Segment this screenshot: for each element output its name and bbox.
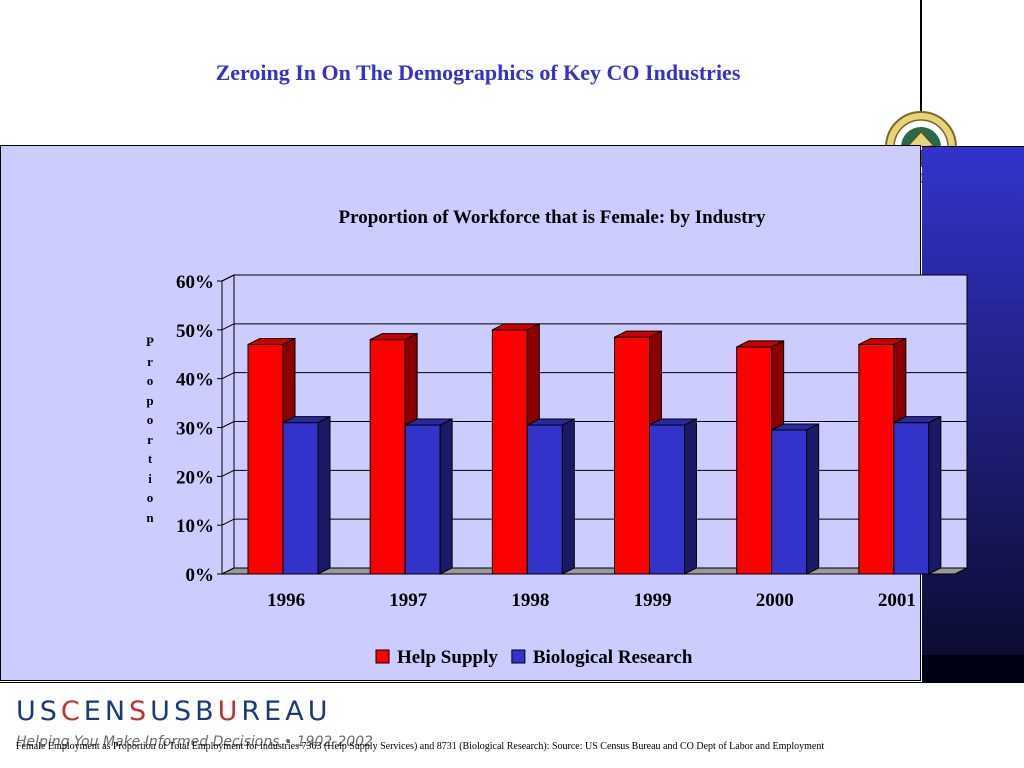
chart-floor bbox=[221, 567, 968, 575]
chart-title: Proportion of Workforce that is Female: … bbox=[339, 207, 766, 228]
source-note: Female Employment as Proportion of Total… bbox=[16, 741, 825, 752]
y-axis-label-letter: t bbox=[147, 451, 153, 466]
y-tick-label: 30% bbox=[176, 419, 214, 440]
y-tick-label: 40% bbox=[176, 370, 214, 391]
bar-side bbox=[317, 415, 331, 575]
y-axis-label-letter: o bbox=[146, 412, 154, 427]
y-axis-label-letter: o bbox=[146, 490, 154, 505]
tagline: Helping You Make Informed Decisions • 19… bbox=[16, 734, 373, 750]
bar-front bbox=[526, 424, 563, 575]
bar-front bbox=[771, 429, 808, 575]
y-tick-label: 60% bbox=[176, 272, 214, 293]
legend-swatch bbox=[511, 649, 526, 664]
y-tick-label: 0% bbox=[186, 565, 215, 586]
gridline-side bbox=[221, 372, 235, 380]
bar-side bbox=[928, 415, 942, 575]
bar-front bbox=[614, 336, 650, 575]
y-tick-label: 50% bbox=[176, 321, 214, 342]
y-tick-label: 20% bbox=[176, 467, 214, 488]
y-axis-label-letter: r bbox=[147, 431, 153, 447]
legend-swatch bbox=[375, 649, 390, 664]
logo-letter: R bbox=[241, 696, 265, 727]
bar-front bbox=[404, 424, 441, 575]
logo-letter: U bbox=[307, 696, 332, 727]
logo-letter: U bbox=[16, 696, 40, 727]
bar-side bbox=[439, 418, 453, 575]
header-divider-line bbox=[920, 0, 922, 146]
gridline-side bbox=[221, 518, 235, 526]
y-axis-label-letter: P bbox=[146, 334, 154, 349]
bar-front bbox=[893, 422, 930, 575]
gridline-side bbox=[221, 323, 235, 331]
x-tick-label: 2000 bbox=[756, 590, 794, 611]
slide-title: Zeroing In On The Demographics of Key CO… bbox=[215, 60, 741, 85]
bar-front bbox=[858, 343, 895, 575]
legend-label: Help Supply bbox=[397, 647, 498, 668]
bar-front bbox=[247, 343, 284, 575]
y-tick-label: 10% bbox=[176, 516, 214, 537]
logo-letter: U bbox=[217, 696, 242, 727]
x-tick-label: 1998 bbox=[511, 590, 549, 611]
bar-front bbox=[649, 424, 685, 575]
y-axis-label-letter: r bbox=[147, 353, 153, 369]
y-axis-label-letter: n bbox=[146, 509, 154, 525]
logo-letter: E bbox=[83, 696, 105, 727]
logo-letter: N bbox=[104, 696, 130, 727]
y-axis-label-letter: o bbox=[146, 373, 154, 388]
gridline-side bbox=[221, 274, 235, 282]
logo-letter: A bbox=[285, 696, 308, 727]
y-axis-label-letter: i bbox=[148, 470, 152, 486]
gridline-side bbox=[221, 421, 235, 428]
bar-side bbox=[806, 423, 820, 575]
x-tick-label: 1996 bbox=[267, 590, 305, 611]
logo-letter: S bbox=[129, 696, 151, 727]
bar-front bbox=[736, 346, 773, 575]
x-tick-label: 1999 bbox=[634, 590, 672, 611]
legend-label: Biological Research bbox=[533, 647, 693, 668]
bar-front bbox=[491, 329, 528, 575]
x-tick-label: 2001 bbox=[878, 590, 916, 611]
side-band-dark-footer bbox=[922, 655, 1024, 683]
logo-letter: E bbox=[264, 696, 286, 727]
footer-rule bbox=[0, 682, 1024, 683]
logo-letter: U bbox=[150, 696, 174, 727]
logo-letter: C bbox=[60, 696, 84, 727]
gridline-side bbox=[221, 469, 235, 477]
bar-side bbox=[561, 418, 575, 575]
bar-front bbox=[282, 422, 319, 575]
logo-letter: B bbox=[195, 696, 218, 727]
y-axis-label-letter: p bbox=[146, 392, 154, 408]
bar-front bbox=[369, 339, 406, 575]
bar-side bbox=[684, 418, 697, 575]
census-bureau-logo: USCENSUSBUREAU bbox=[16, 696, 331, 727]
x-tick-label: 1997 bbox=[389, 590, 428, 611]
logo-letter: S bbox=[39, 696, 61, 727]
logo-letter: S bbox=[173, 696, 196, 727]
